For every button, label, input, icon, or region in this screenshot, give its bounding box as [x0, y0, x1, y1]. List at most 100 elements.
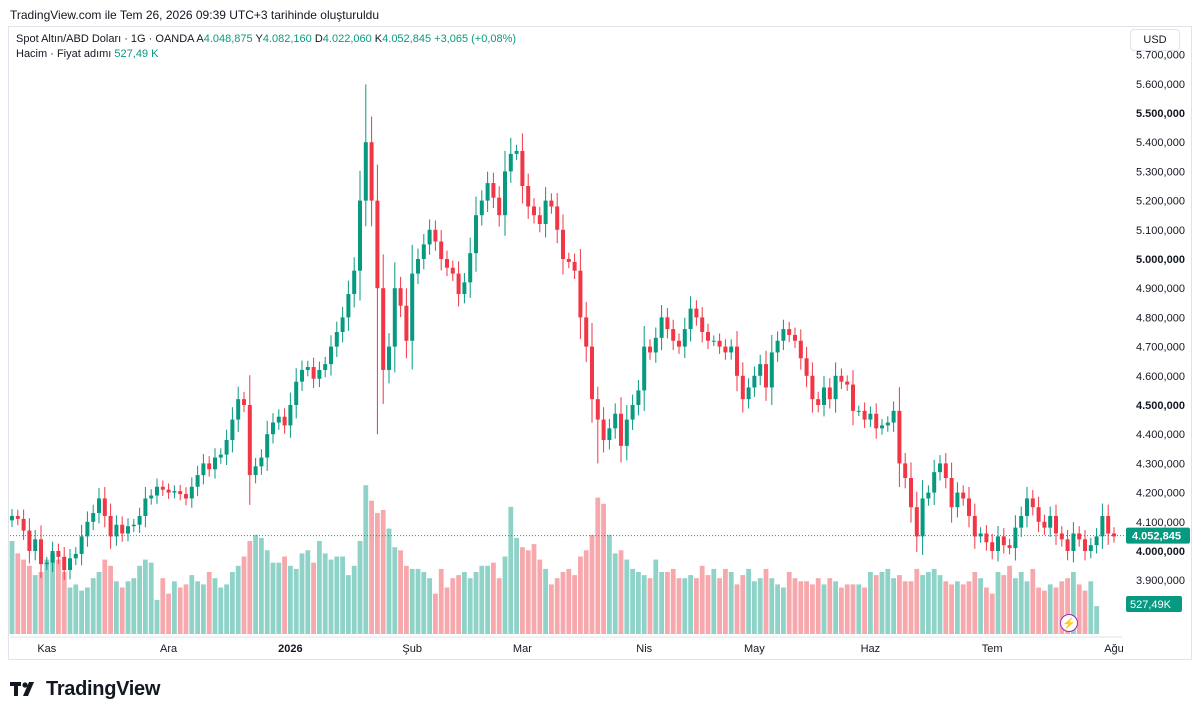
volume-bar — [508, 506, 514, 634]
candle-body — [21, 518, 26, 531]
candle-body — [816, 399, 821, 405]
volume-bar — [566, 568, 572, 634]
candle-body — [706, 332, 710, 341]
y-tick-label: 5.200,000 — [1136, 196, 1185, 208]
candle-body — [358, 200, 362, 271]
candle-body — [1100, 515, 1105, 537]
candle-body — [468, 253, 473, 283]
candle-body — [1112, 533, 1116, 537]
volume-bar — [85, 587, 90, 634]
volume-bar — [653, 559, 659, 634]
volume-bar — [769, 578, 775, 634]
volume-bar — [1047, 584, 1053, 634]
volume-bar — [357, 541, 363, 634]
time-axis[interactable]: Kas Ara 2026 Şub Mar Nis May Haz Tem Ağu — [10, 636, 1124, 655]
volume-bar — [920, 575, 925, 634]
candle-body — [880, 425, 884, 429]
legend-ohlc-row: Spot Altın/ABD Doları · 1G · OANDA A4.04… — [16, 32, 516, 47]
volume-bar — [520, 547, 525, 634]
volume-bar — [757, 578, 763, 634]
candle-body — [387, 346, 391, 370]
last-volume-label: 527,49K — [1130, 599, 1172, 611]
last-price-label: 4.052,845 — [1132, 531, 1181, 543]
candle-body — [619, 413, 623, 446]
volume-bar — [914, 568, 920, 634]
volume-bar — [398, 550, 403, 634]
candle-body — [961, 492, 966, 499]
volume-bar — [514, 537, 519, 634]
candle-body — [300, 369, 304, 382]
candle-body — [932, 472, 937, 493]
volume-bar — [1024, 581, 1030, 634]
candle-body — [891, 410, 896, 423]
volume-bar — [114, 581, 119, 634]
candle-body — [184, 494, 188, 499]
candle-body — [102, 498, 107, 516]
volume-label[interactable]: Hacim · Fiyat adımı — [16, 48, 112, 60]
volume-bar — [752, 581, 757, 634]
candle-body — [943, 463, 948, 478]
volume-bar — [850, 584, 856, 634]
candle-body — [903, 463, 908, 478]
candle-body — [427, 229, 432, 245]
open-value: 4.048,875 — [203, 33, 253, 45]
currency-button[interactable]: USD — [1130, 29, 1180, 51]
candle-body — [775, 340, 780, 353]
volume-bar — [1065, 578, 1070, 634]
volume-bar — [659, 572, 664, 634]
candle-body — [758, 364, 763, 376]
volume-bar — [433, 593, 438, 634]
volume-bar — [804, 581, 809, 634]
high-value: 4.082,160 — [262, 33, 312, 45]
candle-body — [224, 440, 229, 455]
volume-bar — [1036, 587, 1041, 634]
price-axis[interactable]: 3.900,000 4.000,000 4.100,000 4.200,000 4.30… — [1126, 50, 1190, 612]
candle-body — [445, 259, 449, 268]
volume-bar — [960, 584, 966, 634]
volume-bar — [259, 537, 264, 634]
volume-bar — [699, 565, 705, 634]
volume-bar — [369, 500, 374, 634]
candle-body — [1065, 539, 1070, 551]
candle-body — [236, 399, 241, 420]
volume-bar — [618, 550, 624, 634]
y-tick-label: 4.500,000 — [1136, 400, 1185, 412]
low-label: D — [314, 33, 323, 45]
candle-body — [1083, 539, 1087, 551]
candle-body — [1054, 515, 1058, 534]
y-tick-label: 4.100,000 — [1136, 517, 1185, 529]
volume-bar — [624, 559, 630, 634]
volume-bar — [491, 562, 496, 634]
candle-body — [677, 340, 681, 347]
candle-body — [1094, 536, 1099, 546]
candle-body — [909, 478, 913, 508]
legend-volume-row: Hacim · Fiyat adımı 527,49 K — [16, 47, 516, 62]
candle-body — [764, 364, 768, 388]
candle-body — [972, 515, 977, 537]
candle-body — [474, 215, 478, 254]
volume-bar — [815, 578, 821, 634]
volume-bar — [781, 587, 786, 634]
candle-body — [578, 270, 583, 318]
y-tick-label: 5.000,000 — [1136, 254, 1185, 266]
candle-body — [27, 530, 32, 551]
lightning-icon[interactable]: ⚡ — [1060, 614, 1078, 632]
volume-bar — [386, 528, 392, 634]
volume-bar — [926, 572, 931, 634]
volume-bar — [595, 497, 601, 634]
candle-body — [439, 241, 444, 259]
volume-bar — [247, 541, 253, 634]
volume-bar — [235, 565, 241, 634]
y-tick-label: 5.700,000 — [1136, 50, 1185, 62]
volume-bar — [276, 562, 282, 634]
high-label: Y — [255, 33, 263, 45]
candle-body — [984, 533, 989, 543]
candle-body — [433, 229, 438, 242]
symbol-title[interactable]: Spot Altın/ABD Doları · 1G · OANDA — [16, 33, 194, 45]
candle-body — [1013, 527, 1018, 549]
candle-body — [294, 381, 299, 405]
volume-bar — [601, 503, 606, 634]
y-tick-label: 4.300,000 — [1136, 458, 1185, 470]
volume-bar — [630, 568, 635, 634]
